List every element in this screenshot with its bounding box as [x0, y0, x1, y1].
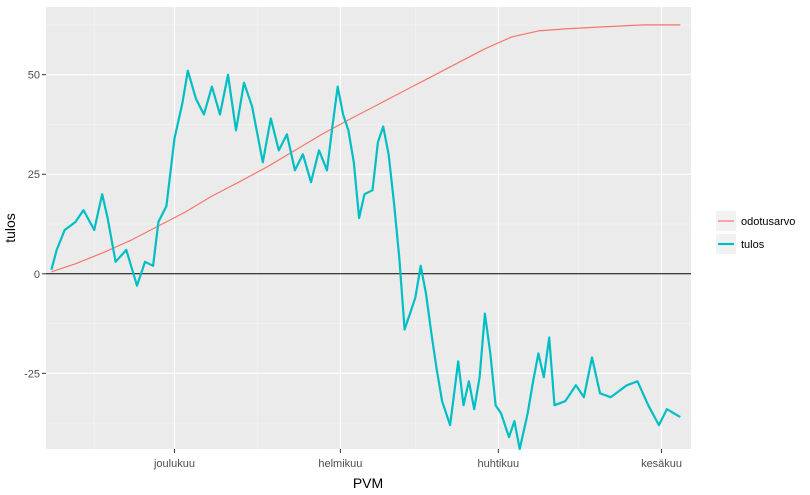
y-tick-label-1: 0 [34, 269, 40, 281]
legend-label-odotusarvo: odotusarvo [741, 216, 795, 228]
series-layer [50, 24, 681, 451]
x-axis-title: PVM [353, 475, 383, 491]
x-tick-label-1: helmikuu [318, 458, 362, 470]
y-tick-label-3: 50 [28, 70, 40, 82]
y-axis: -25 0 25 50 [24, 70, 46, 380]
x-tick-label-2: huhtikuu [478, 458, 520, 470]
y-axis-title: tulos [2, 213, 18, 243]
minor-gridlines [46, 7, 691, 449]
plot-panel [46, 7, 691, 449]
x-tick-label-0: joulukuu [153, 458, 195, 470]
legend-label-tulos: tulos [741, 239, 765, 251]
legend: odotusarvo tulos [716, 211, 795, 254]
series-line-tulos [50, 69, 681, 451]
y-tick-label-0: -25 [24, 368, 40, 380]
x-axis: joulukuu helmikuu huhtikuu kesäkuu [153, 449, 682, 470]
y-tick-label-2: 25 [28, 169, 40, 181]
x-tick-label-3: kesäkuu [641, 458, 682, 470]
series-line-odotusarvo [51, 24, 681, 273]
